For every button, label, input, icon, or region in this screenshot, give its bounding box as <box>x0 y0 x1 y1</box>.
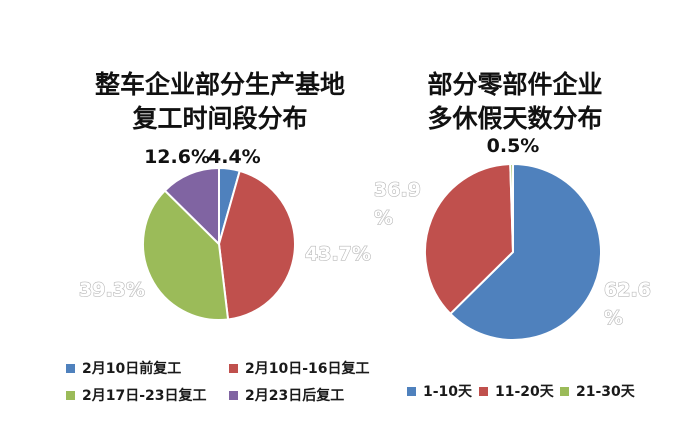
right-chart-title-line-1: 部分零部件企业 <box>427 70 603 99</box>
left-legend-label-3: 2月23日后复工 <box>245 388 345 404</box>
right-data-label-0: 62.6% <box>604 279 651 329</box>
right-pie-slice-1 <box>424 163 515 316</box>
right-legend-label-0: 1-10天 <box>423 384 473 400</box>
left-legend-item-2: 2月17日-23日复工 <box>66 385 207 405</box>
right-data-label-1: 36.9% <box>374 179 421 229</box>
left-legend-swatch-1 <box>229 363 238 373</box>
left-legend-item-3: 2月23日后复工 <box>229 385 344 405</box>
left-legend-item-1: 2月10日-16日复工 <box>229 358 370 378</box>
left-legend-label-2: 2月17日-23日复工 <box>82 388 207 404</box>
right-legend-swatch-2 <box>560 386 569 396</box>
right-pie-labels: 0.5% 36.9 % 62.6% <box>373 135 651 330</box>
left-pie-slice-3 <box>163 166 220 247</box>
right-pie-slice-2 <box>509 162 514 253</box>
left-data-label-1: 43.7% <box>305 243 371 265</box>
right-legend-item-2: 21-30天 <box>560 381 635 401</box>
left-chart-title-line-2: 复工时间段分布 <box>132 104 308 133</box>
left-legend-swatch-2 <box>66 390 75 400</box>
left-legend-label-1: 2月10日-16日复工 <box>245 361 370 377</box>
right-legend-label-1: 11-20天 <box>495 384 554 400</box>
right-chart-title-line-2: 多休假天数分布 <box>427 104 603 133</box>
right-legend-swatch-0 <box>407 386 416 396</box>
right-legend-label-2: 21-30天 <box>576 384 635 400</box>
left-data-label-0: 4.4% <box>208 146 261 168</box>
right-pie-chart <box>424 162 602 341</box>
left-pie-labels: 12.6%4.4% 43.7% 39.3% <box>78 146 371 302</box>
left-chart-title-line-1: 整车企业部分生产基地 <box>94 70 345 99</box>
right-pie-slice-0 <box>448 162 602 341</box>
left-legend-label-0: 2月10日前复工 <box>82 361 182 377</box>
left-data-label-3: 12.6% <box>144 146 210 168</box>
left-legend-item-0: 2月10日前复工 <box>66 358 181 378</box>
right-legend-swatch-1 <box>479 386 488 396</box>
left-pie-slice-2 <box>142 189 230 321</box>
left-pie-chart <box>142 166 296 321</box>
right-chart-title: 部分零部件企业 多休假天数分布 <box>395 68 635 136</box>
left-pie-slice-1 <box>217 169 296 321</box>
right-legend-item-1: 11-20天 <box>479 381 554 401</box>
left-legend-swatch-3 <box>229 390 238 400</box>
left-chart-title: 整车企业部分生产基地 复工时间段分布 <box>40 68 400 136</box>
right-legend-item-0: 1-10天 <box>407 381 472 401</box>
left-legend-swatch-0 <box>66 363 75 373</box>
left-data-label-2: 39.3% <box>79 279 145 301</box>
right-data-label-2: 0.5% <box>487 135 540 157</box>
